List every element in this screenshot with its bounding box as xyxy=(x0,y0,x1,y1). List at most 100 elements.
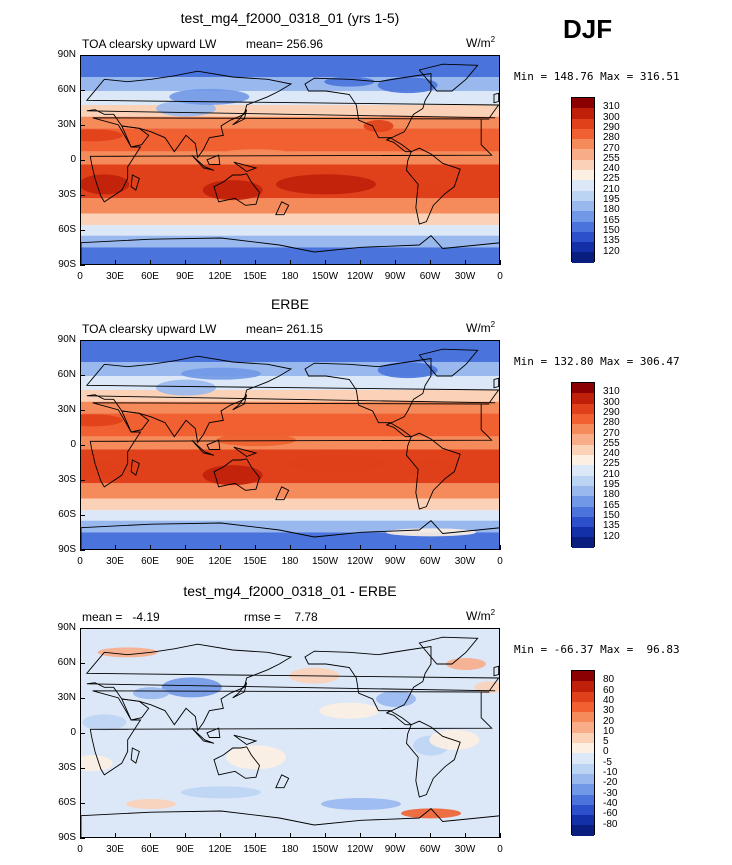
lat-tick xyxy=(80,550,85,551)
colorbar-swatch xyxy=(572,825,594,836)
field-band-midlat-north xyxy=(81,105,499,117)
colorbar-swatch xyxy=(572,753,594,764)
coastline-13 xyxy=(493,377,499,389)
lat-tick-label: 0 xyxy=(70,727,76,738)
lat-tick xyxy=(80,515,85,516)
lat-tick xyxy=(80,480,85,481)
lon-tick xyxy=(325,545,326,550)
colorbar-swatch xyxy=(572,180,594,191)
colorbar-level-label: 180 xyxy=(603,204,620,216)
colorbar-level-label: -10 xyxy=(603,767,618,778)
lat-tick xyxy=(80,90,85,91)
colorbar-level-label: 290 xyxy=(603,121,620,133)
colorbar-swatch xyxy=(572,252,594,263)
colorbar xyxy=(571,382,595,548)
lon-tick xyxy=(290,545,291,550)
field-band-subtropic-north xyxy=(81,401,499,414)
field-feature-4 xyxy=(363,120,394,132)
season-label: DJF xyxy=(563,14,613,44)
lat-tick xyxy=(80,803,85,804)
lat-tick xyxy=(80,698,85,699)
coastline-12 xyxy=(232,394,248,411)
lat-tick xyxy=(80,410,85,411)
lon-tick-label: 30W xyxy=(454,556,476,567)
field-feature-1 xyxy=(202,180,263,201)
colorbar-level-label: 225 xyxy=(603,173,620,185)
lon-tick xyxy=(500,833,501,838)
field-feature-8 xyxy=(386,528,476,537)
colorbar-swatch xyxy=(572,465,594,476)
colorbar-level-label: 300 xyxy=(603,396,620,408)
min-max-label: Min = 132.80 Max = 306.47 xyxy=(514,355,680,368)
colorbar-level-label: 270 xyxy=(603,427,620,439)
field-band-midlat-south xyxy=(81,213,499,226)
field-anomaly-3 xyxy=(376,691,416,707)
colorbar xyxy=(571,97,595,263)
colorbar-level-label: 290 xyxy=(603,406,620,418)
field-feature-10 xyxy=(216,149,296,162)
field-band-antarctic-coast xyxy=(81,235,499,248)
field-anomaly-14 xyxy=(256,714,326,731)
lon-tick-label: 150W xyxy=(311,556,339,567)
lon-tick xyxy=(500,545,501,550)
lon-tick-label: 0 xyxy=(77,271,83,282)
colorbar-level-label: 310 xyxy=(603,386,620,398)
coastline-0 xyxy=(89,690,493,776)
coastline-14 xyxy=(130,747,140,764)
field-anomaly-1 xyxy=(133,687,169,700)
colorbar-swatch xyxy=(572,743,594,754)
lon-tick-label: 90E xyxy=(176,556,194,567)
lon-tick xyxy=(150,545,151,550)
field-band-midlat-south xyxy=(81,498,499,511)
field-feature-2 xyxy=(276,174,376,195)
lon-tick-label: 150W xyxy=(311,271,339,282)
colorbar-level-label: 225 xyxy=(603,458,620,470)
lon-tick-label: 120W xyxy=(346,844,374,855)
field-anomaly-16 xyxy=(319,702,380,719)
lon-tick-label: 30W xyxy=(454,844,476,855)
lat-tick-label: 60N xyxy=(57,84,76,95)
field-band-midlat-north xyxy=(81,390,499,402)
lon-tick-label: 60W xyxy=(419,844,441,855)
coastline-10 xyxy=(191,727,215,744)
lon-tick-label: 30W xyxy=(454,271,476,282)
lat-tick-label: 90S xyxy=(58,544,76,555)
lon-tick-label: 180 xyxy=(281,271,299,282)
lon-tick xyxy=(360,260,361,265)
lon-tick xyxy=(80,833,81,838)
colorbar-level-label: 165 xyxy=(603,214,620,226)
map-plot xyxy=(80,340,500,550)
field-band-subtropic-south xyxy=(81,483,499,499)
lon-tick-label: 120W xyxy=(346,556,374,567)
coastline-4 xyxy=(304,72,432,141)
lon-tick-label: 90W xyxy=(384,271,406,282)
colorbar-swatch xyxy=(572,815,594,826)
lat-tick-label: 30S xyxy=(58,189,76,200)
min-max-label: Min = -66.37 Max = 96.83 xyxy=(514,643,680,656)
colorbar-level-label: 280 xyxy=(603,132,620,144)
lon-tick-label: 120W xyxy=(346,271,374,282)
colorbar-swatch xyxy=(572,506,594,517)
coastlines xyxy=(81,348,499,549)
lon-tick xyxy=(465,260,466,265)
coastline-1 xyxy=(85,70,499,159)
coastlines xyxy=(81,63,499,264)
colorbar-level-label: 195 xyxy=(603,194,620,205)
lon-tick xyxy=(150,260,151,265)
colorbar-swatch xyxy=(572,159,594,171)
coastline-10 xyxy=(191,439,215,456)
colorbar-swatch xyxy=(572,139,594,150)
colorbar-level-label: 135 xyxy=(603,520,620,532)
lat-tick xyxy=(80,733,85,734)
coastline-9 xyxy=(206,439,221,450)
colorbar-level-label: 120 xyxy=(603,245,620,257)
colorbar-level-label: -40 xyxy=(603,797,618,809)
colorbar-level-label: 270 xyxy=(603,142,620,154)
lon-tick-label: 90E xyxy=(176,271,194,282)
lat-tick-label: 30N xyxy=(57,692,76,703)
lat-tick xyxy=(80,663,85,664)
colorbar-level-label: 60 xyxy=(603,684,615,696)
coastline-7 xyxy=(418,636,479,665)
field-feature-3 xyxy=(81,129,123,142)
coastline-0 xyxy=(89,402,493,488)
